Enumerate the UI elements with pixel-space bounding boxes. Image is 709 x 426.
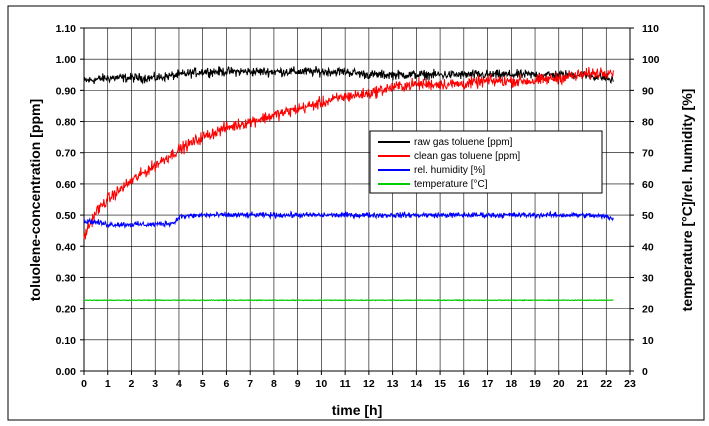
x-tick-label: 20 <box>553 378 565 390</box>
legend-entry-humidity: rel. humidity [%] <box>378 165 485 176</box>
plot-area <box>84 28 630 371</box>
x-tick-label: 17 <box>482 378 494 390</box>
legend-entry-temperature: temperature [°C] <box>378 179 488 190</box>
x-tick-label: 11 <box>340 378 351 390</box>
y-tick-label: 0.40 <box>56 241 77 253</box>
x-tick-label: 12 <box>363 378 375 390</box>
y2-tick-label: 30 <box>642 272 654 284</box>
x-tick-label: 6 <box>224 378 230 390</box>
y-tick-label: 0.50 <box>56 210 77 222</box>
x-tick-label: 13 <box>387 378 399 390</box>
x-tick-label: 21 <box>577 378 589 390</box>
series-layer <box>83 65 614 302</box>
x-tick-label: 5 <box>200 378 206 390</box>
y2-tick-label: 50 <box>642 210 654 222</box>
x-tick-label: 22 <box>600 378 612 390</box>
x-tick-label: 0 <box>81 378 87 390</box>
y2-tick-label: 90 <box>642 85 654 97</box>
series-temperature <box>83 298 614 302</box>
y-tick-label: 0.70 <box>56 148 77 160</box>
y2-tick-label: 110 <box>642 23 659 35</box>
y2-tick-label: 0 <box>642 366 648 378</box>
series-rel-humidity <box>83 210 614 230</box>
y2-tick-label: 100 <box>642 54 660 66</box>
legend-label-humidity: rel. humidity [%] <box>414 165 485 176</box>
y-tick-label: 0.60 <box>56 179 77 191</box>
y-tick-label: 0.30 <box>56 272 77 284</box>
y2-tick-label: 60 <box>642 179 654 191</box>
y-tick-label: 1.00 <box>56 54 77 66</box>
x-tick-label: 14 <box>411 378 423 390</box>
x-tick-label: 7 <box>247 378 253 390</box>
y2-tick-label: 70 <box>642 148 654 160</box>
x-tick-label: 16 <box>458 378 470 390</box>
y-axis-title: toluolene-concentration [ppm] <box>27 99 43 301</box>
x-tick-label: 23 <box>624 378 636 390</box>
legend-label-raw-gas: raw gas toluene [ppm] <box>414 137 513 148</box>
x-tick-label: 2 <box>129 378 135 390</box>
x-tick-label: 1 <box>105 378 111 390</box>
series-raw-gas-toluene <box>83 65 614 85</box>
x-tick-label: 18 <box>505 378 517 390</box>
x-tick-label: 19 <box>529 378 541 390</box>
series-clean-gas-toluene <box>83 67 614 240</box>
x-tick-label: 9 <box>295 378 301 390</box>
x-tick-label: 15 <box>434 378 446 390</box>
legend-entry-clean-gas: clean gas toluene [ppm] <box>378 151 520 162</box>
x-tick-label: 8 <box>271 378 277 390</box>
x-tick-label: 10 <box>316 378 328 390</box>
y2-tick-label: 20 <box>642 304 654 316</box>
x-tick-label: 3 <box>152 378 158 390</box>
legend-entry-raw-gas: raw gas toluene [ppm] <box>378 137 513 148</box>
legend-label-temperature: temperature [°C] <box>414 179 488 190</box>
y-tick-label: 0.00 <box>56 366 77 378</box>
y-tick-label: 0.20 <box>56 304 77 316</box>
y2-tick-label: 40 <box>642 241 654 253</box>
legend: raw gas toluene [ppm] clean gas toluene … <box>369 130 603 194</box>
axes: 0 1 2 3 4 5 6 7 8 9 10 11 12 13 14 15 16 17 18 19 20 21 22 230.… <box>56 23 660 390</box>
x-tick-label: 4 <box>176 378 182 390</box>
y-tick-label: 1.10 <box>56 23 77 35</box>
y-tick-label: 0.90 <box>56 85 77 97</box>
x-axis-title: time [h] <box>332 402 383 418</box>
legend-label-clean-gas: clean gas toluene [ppm] <box>414 151 520 162</box>
y2-axis-title: temperature [°C]/rel. humidity [%] <box>679 89 695 312</box>
plot-border <box>83 27 631 372</box>
y2-tick-label: 10 <box>642 335 654 347</box>
y-tick-label: 0.80 <box>56 117 77 129</box>
y2-tick-label: 80 <box>642 117 654 129</box>
y-tick-label: 0.10 <box>56 335 77 347</box>
